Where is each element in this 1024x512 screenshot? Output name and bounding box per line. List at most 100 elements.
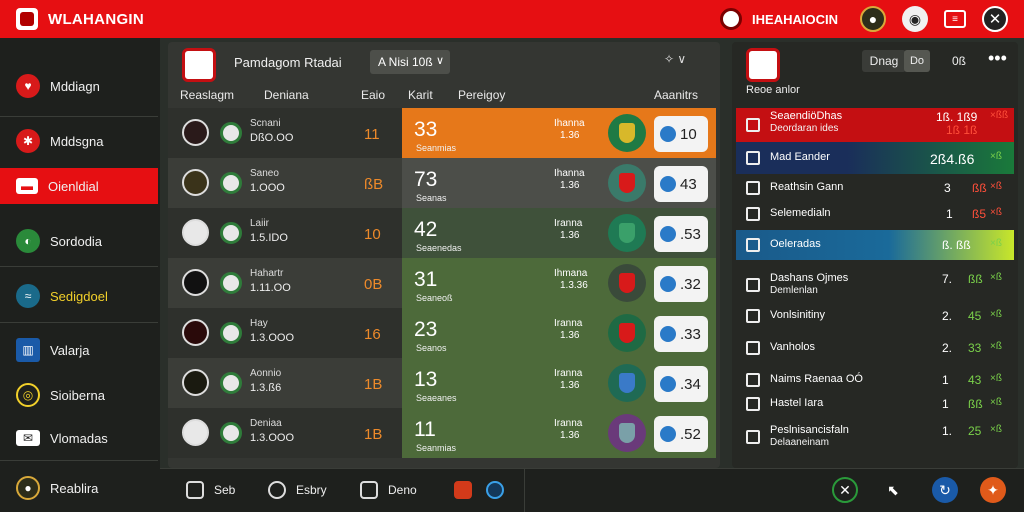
row-icon bbox=[746, 207, 760, 221]
panel-header: Pamdagom Rtadai A Nisi 10ß ∨ ✧ ∨ bbox=[168, 42, 720, 84]
row-score-caption: Seanos bbox=[416, 343, 447, 353]
fire-icon[interactable]: ✦ bbox=[980, 477, 1006, 503]
sidebar-item-4[interactable]: ◐ Sordodia bbox=[0, 223, 158, 259]
column-header[interactable]: Eaio bbox=[361, 88, 386, 102]
rating-pill[interactable]: .33 bbox=[654, 316, 708, 352]
row-score: 23 bbox=[414, 318, 438, 341]
league-row[interactable]: Selemedialn 1 ß5 ×ß bbox=[736, 202, 1014, 226]
globe-icon bbox=[660, 376, 676, 392]
table-row[interactable]: Laiir 1.5.IDO 10 42 Seaenedas Iranna 1.36 .53 bbox=[168, 208, 720, 258]
club-badge-icon bbox=[182, 269, 209, 296]
stadium-icon: ◐ bbox=[16, 229, 40, 253]
bottom-item-1[interactable]: Seb bbox=[186, 481, 235, 499]
sidebar-item-label: Sioiberna bbox=[50, 387, 105, 403]
tactics-icon[interactable]: ✕ bbox=[832, 477, 858, 503]
sidebar-item-9[interactable]: ● Reablira bbox=[0, 470, 158, 506]
column-header[interactable]: Karit bbox=[408, 88, 433, 102]
rating-pill[interactable]: .32 bbox=[654, 266, 708, 302]
row-value: 1.3.OOO bbox=[250, 332, 295, 344]
league-row[interactable]: Hastel Iara 1 ßß ×ß bbox=[736, 392, 1014, 416]
league-row[interactable]: Vonlsinitiny 2. 45 ×ß bbox=[736, 304, 1014, 328]
bottom-item-2[interactable]: Esbry bbox=[268, 481, 327, 499]
club-crest-icon[interactable] bbox=[720, 8, 743, 30]
row-name: Aonnio bbox=[250, 368, 282, 379]
filter-dropdown[interactable]: A Nisi 10ß ∨ bbox=[370, 50, 450, 74]
pointer-icon[interactable]: ⬉ bbox=[887, 481, 899, 498]
sidebar-item-6[interactable]: ▥ Valarja bbox=[0, 332, 158, 368]
league-row[interactable]: Oeleradas ß. ßß ×ß bbox=[736, 230, 1014, 260]
league-row[interactable]: Reathsin Gann 3 ßß ×ß bbox=[736, 176, 1014, 200]
table-row[interactable]: Hay 1.3.OOO 16 23 Seanos Iranna 1.36 .33 bbox=[168, 308, 720, 358]
bottom-item-4[interactable] bbox=[454, 481, 482, 499]
ball-icon bbox=[220, 272, 242, 294]
row-name: Hahartr bbox=[250, 268, 284, 279]
settings-icon[interactable]: ✕ bbox=[982, 6, 1008, 32]
table-row[interactable]: Saneo 1.OOO ßB 73 Seanas Ihanna 1.36 43 bbox=[168, 158, 720, 208]
table-row[interactable]: Scnani DßO.OO 11 33 Seanmias Ihanna 1.36 10 bbox=[168, 108, 720, 158]
rating-pill[interactable]: .53 bbox=[654, 216, 708, 252]
rating-value: 10 bbox=[680, 125, 697, 143]
ball-icon[interactable]: ◉ bbox=[902, 6, 928, 32]
sidebar-item-2[interactable]: ✱ Mddsgna bbox=[0, 123, 158, 159]
top-bar: WLAHANGIN IHEAHAIOCIN ● ◉ ≡ ✕ bbox=[0, 0, 1024, 38]
ball-icon bbox=[220, 172, 242, 194]
league-row[interactable]: Peslnisancisfaln Delaaneinam 1. 25 ×ß bbox=[736, 422, 1014, 452]
tab-secondary[interactable]: Dο bbox=[904, 50, 930, 72]
ball-icon bbox=[220, 322, 242, 344]
row-value: 1.OOO bbox=[250, 182, 285, 194]
table-row[interactable]: Hahartr 1.11.OO 0B 31 Seaneoß Ihmana 1.3.36 .32 bbox=[168, 258, 720, 308]
sidebar-item-3[interactable]: ▬ Oienldial bbox=[0, 168, 158, 204]
sidebar-item-5[interactable]: ≈ Sedigdoel bbox=[0, 278, 158, 314]
trophy-icon[interactable]: ● bbox=[860, 6, 886, 32]
league-row[interactable]: SeaendiöDhas Deordaran ides 1ß. 1ß9 1ß 1ß ×ß… bbox=[736, 108, 1014, 142]
row-value-secondary: 25 bbox=[968, 424, 982, 438]
sidebar-item-label: Mddiagn bbox=[50, 78, 100, 94]
sidebar-item-label: Reablira bbox=[50, 480, 99, 496]
row-mid-label: Iranna bbox=[554, 318, 583, 329]
tab-primary[interactable]: Dnag bbox=[862, 50, 906, 72]
row-subtitle: Demlenlan bbox=[770, 285, 818, 296]
column-header[interactable]: Reaslagm bbox=[180, 88, 235, 102]
table-row[interactable]: Deniaa 1.3.OOO 1B 11 Seanmias Iranna 1.36 .52 bbox=[168, 408, 720, 458]
club-badge-icon bbox=[182, 219, 209, 246]
rating-pill[interactable]: .34 bbox=[654, 366, 708, 402]
rating-pill[interactable]: 10 bbox=[654, 116, 708, 152]
row-trend: ×ßß bbox=[990, 110, 1009, 121]
sidebar-divider bbox=[0, 116, 158, 117]
league-row[interactable]: Vanholos 2. 33 ×ß bbox=[736, 336, 1014, 360]
row-score-caption: Seaenedas bbox=[416, 243, 462, 253]
shield-icon bbox=[608, 264, 646, 302]
row-subtitle: Deordaran ides bbox=[770, 123, 839, 134]
message-icon[interactable]: ≡ bbox=[944, 10, 966, 28]
row-value: 1 bbox=[942, 373, 949, 387]
league-row[interactable]: Dashans Ojmes Demlenlan 7. ßß ×ß bbox=[736, 270, 1014, 300]
club-badge-icon bbox=[182, 319, 209, 346]
column-header[interactable]: Pereigoy bbox=[458, 88, 506, 102]
panel-title: Pamdagom Rtadai bbox=[234, 55, 342, 70]
rating-pill[interactable]: .52 bbox=[654, 416, 708, 452]
club-crest-icon bbox=[746, 48, 780, 82]
bottom-item-5[interactable] bbox=[486, 481, 514, 499]
league-row[interactable]: Mad Eander 2ß4.ß6 ×ß bbox=[736, 142, 1014, 174]
pager-controls[interactable]: ✧ ∨ bbox=[664, 52, 687, 66]
row-name: Hastel Iara bbox=[770, 397, 824, 409]
sidebar-item-7[interactable]: ◎ Sioiberna bbox=[0, 377, 158, 413]
more-options-icon[interactable]: ••• bbox=[988, 48, 1007, 68]
rating-value: .32 bbox=[680, 275, 701, 293]
globe-icon bbox=[660, 176, 676, 192]
column-header[interactable]: Aaanitrs bbox=[654, 88, 699, 102]
rating-pill[interactable]: 43 bbox=[654, 166, 708, 202]
row-icon bbox=[746, 309, 760, 323]
bottom-item-3[interactable]: Deno bbox=[360, 481, 417, 499]
refresh-icon[interactable]: ↻ bbox=[932, 477, 958, 503]
app-logo-icon[interactable] bbox=[16, 8, 38, 30]
sidebar-item-label: Sedigdoel bbox=[50, 288, 108, 304]
record-icon bbox=[454, 481, 472, 499]
row-mid-value: 1.3.36 bbox=[560, 280, 588, 291]
table-row[interactable]: Aonnio 1.3.ß6 1B 13 Seaeanes Iranna 1.36 .34 bbox=[168, 358, 720, 408]
league-row[interactable]: Naims Raenaa OÓ 1 43 ×ß bbox=[736, 368, 1014, 392]
sidebar-item-1[interactable]: ♥ Mddiagn bbox=[0, 68, 158, 104]
sidebar-item-8[interactable]: ✉ Vlomadas bbox=[0, 420, 158, 456]
column-header[interactable]: Deniana bbox=[264, 88, 309, 102]
row-value-secondary: ßß bbox=[968, 397, 983, 411]
